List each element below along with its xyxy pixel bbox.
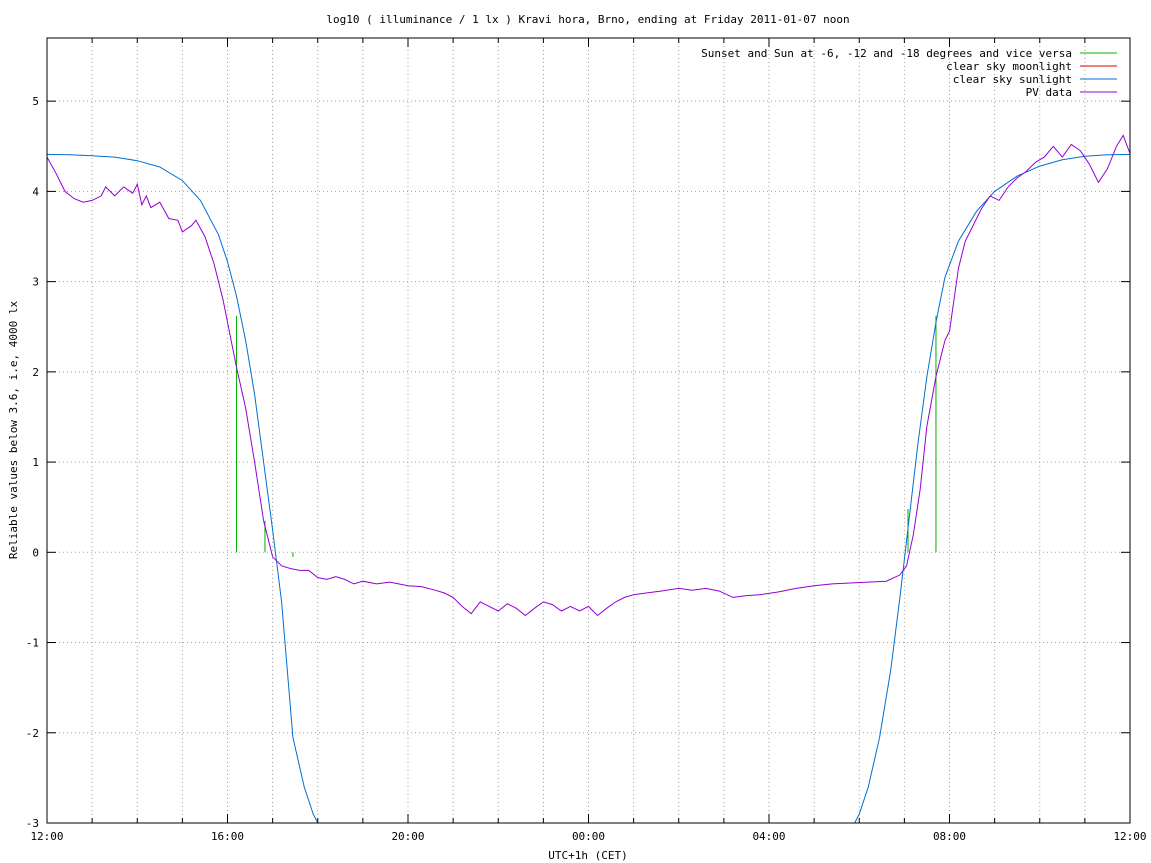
series-line-clear-sky-sunlight-morning	[854, 153, 1130, 823]
grid	[47, 38, 1130, 823]
series-line-pv-data	[47, 134, 1130, 617]
x-tick-label: 00:00	[572, 830, 605, 843]
y-tick-label: 5	[32, 95, 39, 108]
y-axis-label: Reliable values below 3.6, i.e, 4000 lx	[7, 300, 20, 559]
chart-title: log10 ( illuminance / 1 lx ) Kravi hora,…	[326, 13, 849, 26]
x-tick-label: 12:00	[1113, 830, 1146, 843]
y-tick-label: -1	[26, 637, 39, 650]
series-line-clear-sky-sunlight	[47, 153, 319, 823]
y-tick-label: 4	[32, 185, 39, 198]
legend-label: Sunset and Sun at -6, -12 and -18 degree…	[701, 47, 1072, 60]
y-tick-label: -2	[26, 727, 39, 740]
legend-label: PV data	[1026, 86, 1072, 99]
y-tick-label: 2	[32, 366, 39, 379]
x-tick-label: 08:00	[933, 830, 966, 843]
legend: Sunset and Sun at -6, -12 and -18 degree…	[701, 47, 1117, 99]
y-tick-label: 1	[32, 456, 39, 469]
x-tick-label: 16:00	[211, 830, 244, 843]
x-tick-label: 04:00	[752, 830, 785, 843]
x-tick-label: 20:00	[391, 830, 424, 843]
legend-label: clear sky sunlight	[953, 73, 1072, 86]
x-axis-label: UTC+1h (CET)	[548, 849, 627, 862]
y-tick-label: 3	[32, 276, 39, 289]
legend-label: clear sky moonlight	[946, 60, 1072, 73]
y-tick-label: 0	[32, 546, 39, 559]
series-layer	[47, 134, 1130, 823]
y-tick-label: -3	[26, 817, 39, 830]
x-tick-label: 12:00	[30, 830, 63, 843]
ticks: 12:00 16:00 20:00 00:00 04:00 08:00 12:00 5 4 3 2 1…	[26, 38, 1147, 843]
